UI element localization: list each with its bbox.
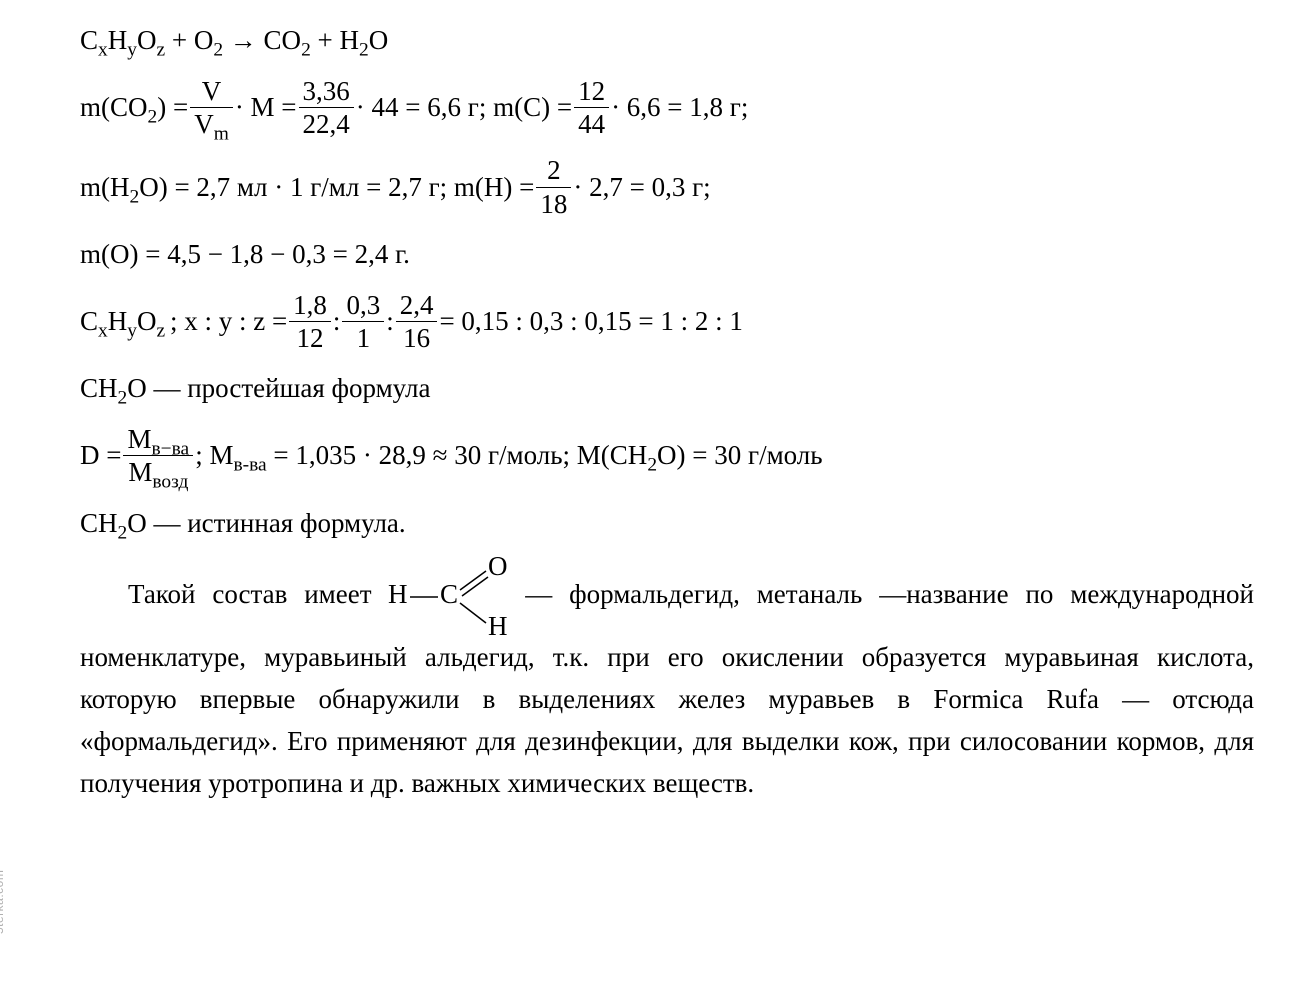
- text: :: [386, 301, 394, 342]
- text: = 1,035 · 28,9 ≈ 30 г/моль; M(CH: [267, 440, 648, 470]
- denominator: 22,4: [299, 108, 354, 140]
- equation-ratio: CxHyOz ; x : y : z = 1,8 12 : 0,3 1 : 2,…: [80, 289, 743, 355]
- text: · 44 = 6,6 г; m(С) =: [356, 87, 572, 128]
- denominator: Mвозд: [123, 456, 193, 488]
- fraction: 2 18: [536, 154, 571, 220]
- denominator: 18: [536, 188, 571, 220]
- text: C: [80, 306, 98, 336]
- text: CH: [80, 508, 118, 538]
- equation-m-co2: m(CO2) = V Vm · M = 3,36 22,4 · 44 = 6,6…: [80, 75, 748, 141]
- text: + O: [165, 25, 213, 55]
- equation-m-h2o: m(H2O) = 2,7 мл · 1 г/мл = 2,7 г; m(H) =…: [80, 154, 711, 220]
- equation-combustion: CxHyOz + O2 → CO2 + H2O: [80, 20, 1254, 61]
- fraction: 12 44: [574, 75, 609, 141]
- equation-m-o: m(O) = 4,5 − 1,8 − 0,3 = 2,4 г.: [80, 234, 1254, 275]
- text: :: [333, 301, 341, 342]
- text: — формальдегид, метаналь —название: [508, 579, 1008, 609]
- denominator: 44: [574, 108, 609, 140]
- text: D =: [80, 435, 121, 476]
- denominator: 12: [289, 322, 331, 354]
- numerator: 2: [536, 154, 571, 187]
- text: m(O) = 4,5 − 1,8 − 0,3 = 2,4 г.: [80, 239, 410, 269]
- fraction: 3,36 22,4: [299, 75, 354, 141]
- text: m(H: [80, 172, 130, 202]
- sub: x: [98, 39, 108, 60]
- atom-h: H: [488, 611, 508, 637]
- structural-formula: H C O H: [388, 557, 508, 637]
- equation-density: D = Mв−ва Mвозд ; Mв-ва = 1,035 · 28,9 ≈…: [80, 423, 823, 489]
- text: O — простейшая формула: [127, 373, 430, 403]
- text: O — истинная формула.: [127, 508, 405, 538]
- numerator: 0,3: [342, 289, 384, 322]
- text: · M =: [235, 87, 297, 128]
- sub: 2: [118, 522, 128, 543]
- fraction: 2,4 16: [396, 289, 438, 355]
- text: O: [369, 25, 389, 55]
- sub: в-ва: [233, 455, 266, 476]
- text: O) = 30 г/моль: [657, 440, 823, 470]
- sub: x: [98, 321, 108, 342]
- denominator: Vm: [190, 108, 233, 140]
- atom-h: H: [388, 579, 408, 609]
- text: + H: [311, 25, 359, 55]
- sub: y: [127, 39, 137, 60]
- numerator: Mв−ва: [123, 423, 193, 456]
- sub: 2: [359, 39, 369, 60]
- fraction: 0,3 1: [342, 289, 384, 355]
- numerator: 1,8: [289, 289, 331, 322]
- equation-simplest: CH2O — простейшая формула: [80, 368, 1254, 409]
- numerator: 2,4: [396, 289, 438, 322]
- text: ) =: [157, 92, 188, 122]
- sub: m: [214, 123, 229, 144]
- content-body: CxHyOz + O2 → CO2 + H2O m(CO2) = V Vm · …: [0, 0, 1294, 825]
- text: O) = 2,7 мл · 1 г/мл = 2,7 г; m(H) =: [139, 172, 534, 202]
- denominator: 16: [396, 322, 438, 354]
- text: O: [137, 306, 157, 336]
- sub: 2: [148, 107, 158, 128]
- fraction: 1,8 12: [289, 289, 331, 355]
- text: → CO: [223, 25, 301, 55]
- watermark: 5terka.com: [0, 870, 6, 934]
- text: M: [128, 457, 152, 487]
- text: H: [108, 306, 128, 336]
- equation-true-formula: CH2O — истинная формула.: [80, 503, 1254, 544]
- sub: 2: [647, 455, 657, 476]
- sub: 2: [301, 39, 311, 60]
- text: CH: [80, 373, 118, 403]
- text: m(CO: [80, 92, 148, 122]
- text: · 2,7 = 0,3 г;: [573, 167, 710, 208]
- numerator: 3,36: [299, 75, 354, 108]
- paragraph-explanation: Такой состав имеет H C O H — формальдеги…: [80, 557, 1254, 804]
- text: · 6,6 = 1,8 г;: [611, 87, 748, 128]
- sub: z: [156, 39, 165, 60]
- fraction: Mв−ва Mвозд: [123, 423, 193, 489]
- sub: 2: [130, 186, 140, 207]
- atom-o: O: [488, 557, 508, 581]
- sub: z: [156, 321, 170, 342]
- sub: y: [127, 321, 137, 342]
- atom-c: C: [440, 579, 458, 609]
- text: ; x : y : z =: [170, 306, 287, 336]
- sub: 2: [118, 388, 128, 409]
- text: Такой состав имеет: [128, 579, 388, 609]
- formaldehyde-structure-icon: H C O H: [388, 557, 508, 637]
- sub: 2: [213, 39, 223, 60]
- bond: [460, 603, 486, 623]
- numerator: V: [190, 75, 233, 108]
- denominator: 1: [342, 322, 384, 354]
- text: O: [137, 25, 157, 55]
- text: по международной номенклатуре, муравьины…: [80, 579, 1254, 797]
- numerator: 12: [574, 75, 609, 108]
- text: V: [194, 109, 214, 139]
- text: H: [108, 25, 128, 55]
- text: C: [80, 25, 98, 55]
- text: ; M: [195, 440, 233, 470]
- text: M: [127, 424, 151, 454]
- text: = 0,15 : 0,3 : 0,15 = 1 : 2 : 1: [439, 301, 742, 342]
- fraction: V Vm: [190, 75, 233, 141]
- sub: возд: [152, 472, 188, 493]
